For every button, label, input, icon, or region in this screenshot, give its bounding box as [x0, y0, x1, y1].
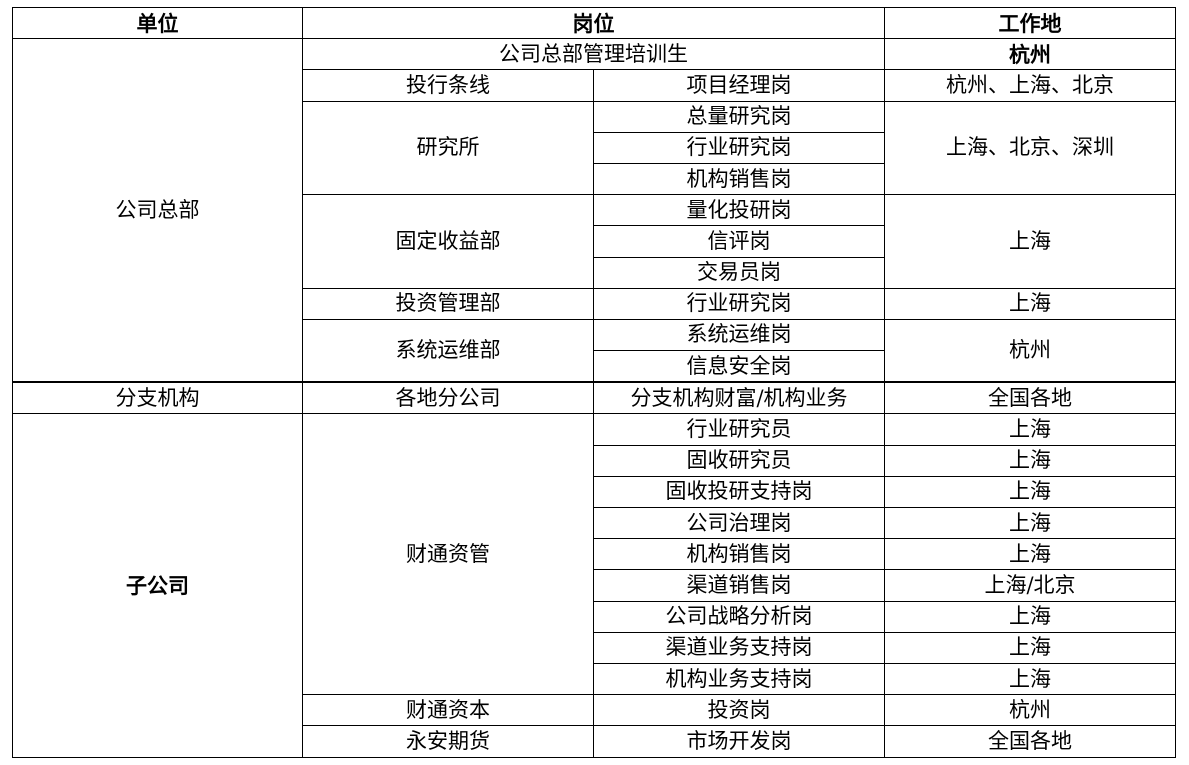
location-cell: 杭州 — [884, 38, 1176, 71]
unit-subsidiary: 子公司 — [12, 413, 303, 758]
table-row: 信息安全岗 — [13, 350, 1176, 384]
location-cell: 全国各地 — [884, 381, 1176, 415]
dept-cell: 投资管理部 — [302, 287, 594, 320]
position-cell: 总量研究岗 — [593, 100, 885, 133]
location-cell: 上海、北京、深圳 — [884, 100, 1176, 196]
position-cell: 交易员岗 — [593, 256, 885, 289]
table-row: 固定收益部 量化投研岗 上海 — [13, 194, 1176, 289]
table-row: 分支机构 各地分公司 分支机构财富/机构业务 全国各地 — [12, 381, 1176, 415]
table-row: 信评岗 — [13, 225, 1176, 258]
header-position: 岗位 — [302, 6, 885, 40]
table-header: 单位 岗位 工作地 — [12, 6, 1176, 40]
table-row: 投资管理部 行业研究岗 上海 — [13, 287, 1176, 320]
dept-cell: 系统运维部 — [302, 318, 594, 384]
dept-cell: 永安期货 — [302, 725, 594, 758]
dept-cell: 固定收益部 — [302, 194, 594, 289]
position-cell: 公司总部管理培训生 — [302, 38, 885, 71]
location-cell: 上海 — [884, 600, 1176, 633]
position-cell: 信息安全岗 — [593, 350, 885, 384]
table-row: 公司治理岗 上海 — [13, 506, 1176, 540]
location-cell: 杭州、上海、北京 — [884, 69, 1176, 102]
location-cell: 全国各地 — [884, 725, 1176, 758]
location-cell: 杭州 — [884, 694, 1176, 727]
table-row: 渠道销售岗 上海/北京 — [13, 569, 1176, 602]
table-row: 机构销售岗 — [13, 162, 1176, 196]
location-cell: 上海 — [884, 444, 1176, 477]
table-row: 交易员岗 — [13, 256, 1176, 289]
table-row: 固收研究员 上海 — [13, 444, 1176, 477]
dept-cell: 财通资管 — [302, 413, 594, 696]
position-cell: 机构销售岗 — [593, 538, 885, 571]
positions-table: 单位 岗位 工作地 公司总部 公司总部管理培训生 杭州 投行条线 项目经理岗 杭… — [12, 6, 1176, 758]
position-cell: 行业研究岗 — [593, 131, 885, 164]
table-row: 固收投研支持岗 上海 — [13, 475, 1176, 509]
table-row: 子公司 财通资管 行业研究员 上海 — [12, 413, 1176, 758]
position-cell: 投资岗 — [593, 694, 885, 727]
table-row: 系统运维部 系统运维岗 杭州 — [13, 318, 1176, 384]
position-cell: 渠道业务支持岗 — [593, 631, 885, 664]
position-cell: 信评岗 — [593, 225, 885, 258]
unit-hq: 公司总部 — [12, 38, 303, 384]
dept-cell: 研究所 — [302, 100, 594, 196]
header-unit: 单位 — [12, 6, 303, 40]
table-row: 投行条线 项目经理岗 杭州、上海、北京 — [13, 69, 1176, 102]
table-row: 研究所 总量研究岗 上海、北京、深圳 — [13, 100, 1176, 196]
location-cell: 上海 — [884, 475, 1176, 509]
position-cell: 行业研究岗 — [593, 287, 885, 320]
position-cell: 分支机构财富/机构业务 — [593, 381, 885, 415]
position-cell: 项目经理岗 — [593, 69, 885, 102]
table-row: 机构销售岗 上海 — [13, 538, 1176, 571]
table-row: 永安期货 市场开发岗 全国各地 — [13, 725, 1176, 758]
dept-cell: 财通资本 — [302, 694, 594, 727]
unit-branch: 分支机构 — [12, 381, 303, 415]
position-cell: 机构销售岗 — [593, 162, 885, 196]
position-cell: 渠道销售岗 — [593, 569, 885, 602]
table-row: 公司战略分析岗 上海 — [13, 600, 1176, 633]
location-cell: 上海 — [884, 538, 1176, 571]
position-cell: 固收研究员 — [593, 444, 885, 477]
header-location: 工作地 — [884, 6, 1176, 40]
location-cell: 上海 — [884, 194, 1176, 289]
location-cell: 上海 — [884, 631, 1176, 664]
table-row: 行业研究岗 — [13, 131, 1176, 164]
position-cell: 市场开发岗 — [593, 725, 885, 758]
table-row: 渠道业务支持岗 上海 — [13, 631, 1176, 664]
location-cell: 上海 — [884, 506, 1176, 540]
dept-cell: 各地分公司 — [302, 381, 594, 415]
position-cell: 量化投研岗 — [593, 194, 885, 227]
position-cell: 固收投研支持岗 — [593, 475, 885, 509]
location-cell: 上海 — [884, 662, 1176, 696]
position-cell: 系统运维岗 — [593, 318, 885, 352]
dept-cell: 投行条线 — [302, 69, 594, 102]
position-cell: 机构业务支持岗 — [593, 662, 885, 696]
location-cell: 杭州 — [884, 318, 1176, 384]
position-cell: 行业研究员 — [593, 413, 885, 446]
location-cell: 上海 — [884, 413, 1176, 446]
table-row: 公司总部 公司总部管理培训生 杭州 — [12, 38, 1176, 384]
location-cell: 上海 — [884, 287, 1176, 320]
position-cell: 公司战略分析岗 — [593, 600, 885, 633]
location-cell: 上海/北京 — [884, 569, 1176, 602]
position-cell: 公司治理岗 — [593, 506, 885, 540]
